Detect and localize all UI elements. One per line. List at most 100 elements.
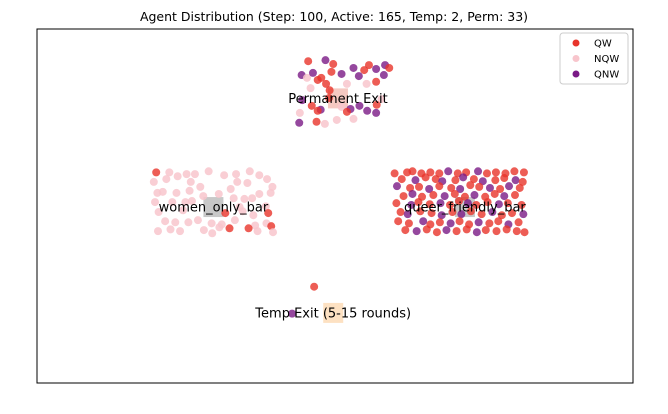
point-qnw-5 — [349, 63, 358, 72]
point-qw-163 — [446, 200, 455, 209]
point-nqw-86 — [171, 218, 180, 227]
point-nqw-63 — [172, 188, 181, 197]
point-qw-118 — [510, 167, 519, 176]
point-qw-141 — [475, 182, 484, 191]
point-qnw-1 — [321, 56, 330, 65]
point-qw-185 — [404, 219, 413, 228]
point-qnw-13 — [308, 68, 317, 77]
point-nqw-99 — [215, 223, 224, 232]
point-qw-171 — [396, 208, 405, 217]
point-qw-7 — [364, 61, 373, 70]
point-nqw-62 — [158, 187, 167, 196]
point-nqw-39 — [332, 115, 341, 124]
point-qw-181 — [497, 211, 506, 220]
point-qw-170 — [517, 200, 526, 209]
legend-label-qnw: QNW — [594, 70, 619, 81]
point-nqw-83 — [249, 211, 258, 220]
point-qw-169 — [503, 199, 512, 208]
point-qnw-20 — [354, 72, 363, 81]
point-qnw-159 — [407, 200, 416, 209]
point-qw-0 — [304, 57, 313, 66]
point-nqw-79 — [154, 208, 163, 217]
point-nqw-72 — [168, 198, 177, 207]
point-qnw-142 — [485, 183, 494, 192]
point-qnw-31 — [363, 106, 372, 115]
point-qw-132 — [518, 177, 527, 186]
point-qnw-156 — [500, 192, 509, 201]
point-nqw-95 — [166, 225, 175, 234]
point-nqw-104 — [269, 228, 278, 237]
point-nqw-55 — [186, 177, 195, 186]
point-nqw-56 — [196, 182, 205, 191]
point-qnw-111 — [444, 167, 453, 176]
point-nqw-75 — [229, 194, 238, 203]
point-qw-146 — [399, 192, 408, 201]
point-qw-202 — [452, 227, 461, 236]
point-nqw-68 — [240, 194, 249, 203]
point-qw-127 — [469, 175, 478, 184]
point-qnw-23 — [379, 71, 388, 80]
point-nqw-71 — [151, 198, 160, 207]
point-nqw-51 — [245, 167, 254, 176]
point-qnw-153 — [470, 191, 479, 200]
point-nqw-52 — [255, 171, 264, 180]
point-nqw-77 — [248, 194, 257, 203]
point-nqw-74 — [187, 197, 196, 206]
point-qw-125 — [451, 176, 460, 185]
point-qw-134 — [406, 183, 415, 192]
point-qw-157 — [510, 191, 519, 200]
point-qw-36 — [312, 117, 321, 126]
point-nqw-78 — [261, 202, 270, 211]
point-qw-22 — [372, 77, 381, 86]
point-qnw-139 — [456, 185, 465, 194]
point-qnw-172 — [403, 210, 412, 219]
point-qw-17 — [322, 79, 331, 88]
legend-marker-qw — [572, 39, 580, 47]
point-nqw-33 — [377, 95, 386, 104]
point-nqw-16 — [306, 84, 315, 93]
point-qw-25 — [307, 101, 316, 110]
point-qnw-136 — [425, 185, 434, 194]
point-qw-207 — [502, 225, 511, 234]
point-qw-164 — [454, 197, 463, 206]
point-qw-161 — [425, 200, 434, 209]
location-marker-3 — [323, 302, 344, 323]
point-nqw-96 — [176, 227, 185, 236]
point-qw-194 — [494, 217, 503, 226]
point-qw-184 — [394, 217, 403, 226]
location-label-3: Temp Exit (5-15 rounds) — [254, 306, 411, 321]
point-nqw-58 — [243, 178, 252, 187]
point-nqw-59 — [263, 175, 272, 184]
point-nqw-44 — [165, 168, 174, 177]
point-qw-210 — [310, 282, 319, 291]
point-qw-81 — [221, 209, 230, 218]
point-nqw-73 — [181, 198, 190, 207]
point-nqw-64 — [185, 186, 194, 195]
point-qw-40 — [342, 107, 351, 116]
plot-area — [36, 28, 634, 384]
point-qw-208 — [512, 227, 521, 236]
point-nqw-66 — [214, 189, 223, 198]
point-qw-199 — [422, 225, 431, 234]
legend-marker-nqw — [572, 55, 580, 62]
point-qw-115 — [482, 169, 491, 178]
point-nqw-97 — [199, 226, 208, 235]
point-qw-160 — [414, 198, 423, 207]
point-qw-174 — [427, 209, 436, 218]
location-label-2: queer_friendly_bar — [404, 201, 526, 216]
point-qnw-162 — [436, 199, 445, 208]
point-qnw-198 — [412, 227, 421, 236]
point-qw-32 — [372, 100, 381, 109]
point-qw-137 — [435, 182, 444, 191]
point-nqw-67 — [226, 185, 235, 194]
point-nqw-47 — [190, 170, 199, 179]
point-qw-100 — [225, 224, 234, 233]
point-qw-3 — [329, 60, 338, 69]
point-qw-167 — [483, 198, 492, 207]
point-nqw-85 — [161, 217, 170, 226]
point-qw-138 — [447, 183, 456, 192]
point-qnw-133 — [392, 182, 401, 191]
location-marker-1 — [203, 197, 224, 218]
point-nqw-48 — [204, 167, 213, 176]
